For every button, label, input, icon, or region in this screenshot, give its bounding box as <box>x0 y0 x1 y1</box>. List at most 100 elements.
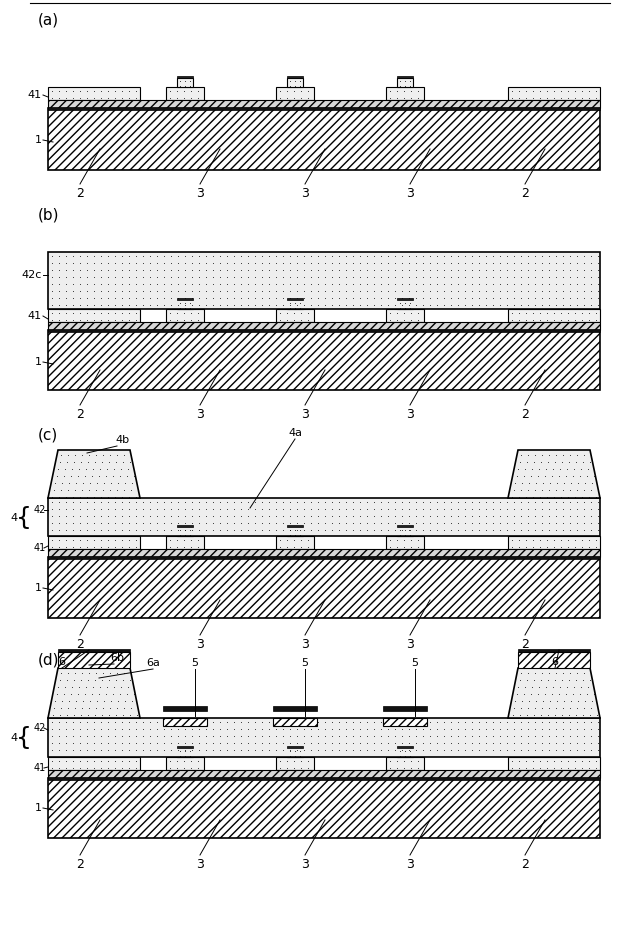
Text: 5: 5 <box>412 658 419 668</box>
Text: 42: 42 <box>34 723 46 733</box>
Bar <box>177 300 193 309</box>
Bar <box>386 757 424 770</box>
Text: 3: 3 <box>406 638 414 651</box>
Bar <box>508 757 600 770</box>
Bar <box>48 107 600 110</box>
Text: 6: 6 <box>552 657 559 667</box>
Bar <box>48 330 600 390</box>
Text: {: { <box>16 726 32 750</box>
Bar <box>48 108 600 170</box>
Text: 1: 1 <box>35 583 42 593</box>
Text: 3: 3 <box>301 638 309 651</box>
Bar <box>166 536 204 549</box>
Text: 3: 3 <box>406 187 414 200</box>
Polygon shape <box>48 450 140 498</box>
Text: 3: 3 <box>301 187 309 200</box>
Bar <box>48 252 600 309</box>
Bar <box>177 76 193 78</box>
Bar <box>397 527 413 536</box>
Bar <box>518 649 590 652</box>
Bar <box>48 309 140 322</box>
Text: 2: 2 <box>521 858 529 871</box>
Bar <box>287 746 303 748</box>
Text: 4b: 4b <box>115 435 129 445</box>
Polygon shape <box>508 450 600 498</box>
Bar <box>273 706 317 711</box>
Bar <box>386 536 424 549</box>
Bar <box>48 549 600 557</box>
Text: (b): (b) <box>38 207 60 222</box>
Text: 2: 2 <box>521 638 529 651</box>
Text: 1: 1 <box>35 803 42 813</box>
Bar <box>276 87 314 100</box>
Bar <box>397 298 413 300</box>
Bar <box>287 300 303 309</box>
Bar <box>287 748 303 757</box>
Bar <box>397 76 413 78</box>
Bar <box>287 76 303 78</box>
Bar <box>48 557 600 618</box>
Bar <box>48 536 140 549</box>
Bar <box>177 746 193 748</box>
Bar <box>386 87 424 100</box>
Text: 41: 41 <box>28 90 42 100</box>
Text: 4a: 4a <box>288 428 302 438</box>
Bar <box>508 309 600 322</box>
Text: (a): (a) <box>38 12 59 27</box>
Bar <box>48 770 600 778</box>
Bar <box>177 748 193 757</box>
Text: 42: 42 <box>34 505 46 515</box>
Bar <box>166 87 204 100</box>
Bar <box>163 706 207 711</box>
Text: 3: 3 <box>406 408 414 421</box>
Bar <box>166 757 204 770</box>
Text: 41: 41 <box>28 311 42 321</box>
Text: 2: 2 <box>76 187 84 200</box>
Bar <box>508 536 600 549</box>
Text: 41: 41 <box>34 543 46 553</box>
Polygon shape <box>48 668 140 718</box>
Bar <box>287 527 303 536</box>
Text: 2: 2 <box>521 408 529 421</box>
Text: 3: 3 <box>196 858 204 871</box>
Bar <box>508 87 600 100</box>
Text: (d): (d) <box>38 652 60 667</box>
Text: 3: 3 <box>196 408 204 421</box>
Text: 42c: 42c <box>22 270 42 280</box>
Text: 2: 2 <box>521 187 529 200</box>
Polygon shape <box>508 668 600 718</box>
Bar <box>48 87 140 100</box>
Text: 4: 4 <box>11 513 18 523</box>
Bar <box>397 525 413 527</box>
Text: 3: 3 <box>406 858 414 871</box>
Text: 1: 1 <box>35 135 42 145</box>
Text: 41: 41 <box>34 763 46 773</box>
Bar <box>48 100 600 108</box>
Text: 6: 6 <box>58 657 65 667</box>
Bar <box>287 78 303 87</box>
Bar <box>48 498 600 536</box>
Bar <box>163 718 207 726</box>
Bar <box>287 298 303 300</box>
Bar <box>397 746 413 748</box>
Bar <box>48 329 600 332</box>
Bar <box>166 309 204 322</box>
Bar <box>48 322 600 330</box>
Bar <box>383 718 427 726</box>
Text: 4: 4 <box>11 733 18 743</box>
Bar <box>276 757 314 770</box>
Bar <box>397 300 413 309</box>
Text: 1: 1 <box>35 357 42 367</box>
Text: 5: 5 <box>191 658 198 668</box>
Bar <box>48 556 600 559</box>
Text: 2: 2 <box>76 858 84 871</box>
Bar <box>58 649 130 652</box>
Bar <box>276 536 314 549</box>
Bar <box>287 525 303 527</box>
Text: 3: 3 <box>301 858 309 871</box>
Bar <box>518 652 590 668</box>
Bar <box>48 778 600 838</box>
Bar <box>397 748 413 757</box>
Text: 2: 2 <box>76 638 84 651</box>
Bar <box>48 718 600 757</box>
